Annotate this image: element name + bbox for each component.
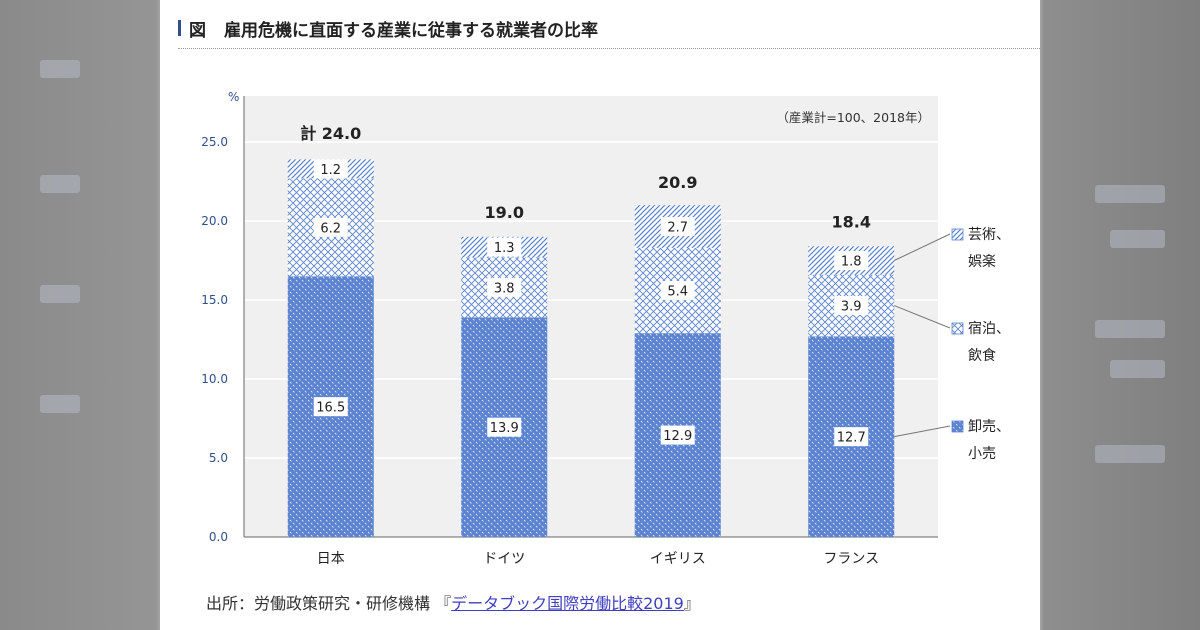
- y-axis-unit: %: [228, 90, 239, 104]
- legend-label: 宿泊、: [968, 320, 1010, 337]
- data-label-bg: [834, 427, 869, 447]
- data-label: 2.7: [667, 221, 688, 236]
- data-label: 5.4: [667, 285, 688, 300]
- legend-swatch: [951, 322, 964, 335]
- background-blur-right: [1110, 230, 1165, 248]
- legend-label: 卸売、: [968, 419, 1010, 435]
- y-tick-label: 10.0: [201, 372, 228, 386]
- figure-label: 図: [189, 20, 206, 41]
- data-label-bg: [660, 281, 695, 301]
- data-label-bg: [834, 296, 869, 316]
- background-blur-left: [40, 175, 80, 193]
- source-close-bracket: 』: [683, 594, 700, 613]
- total-label: 20.9: [658, 173, 697, 192]
- data-label: 6.2: [320, 221, 341, 236]
- data-label: 12.9: [663, 429, 692, 444]
- source-note: 出所：労働政策研究・研修機構 『データブック国際労働比較2019』: [206, 590, 700, 614]
- data-label: 3.8: [494, 281, 515, 296]
- data-label: 13.9: [490, 421, 519, 436]
- figure-title-text: 雇用危機に直面する産業に従事する就業者の比率: [224, 20, 598, 41]
- legend-swatch: [951, 420, 964, 433]
- background-blur-left: [40, 395, 80, 413]
- y-tick-label: 25.0: [201, 135, 228, 149]
- background-blur-right: [1095, 445, 1165, 463]
- legend-leader-line: [894, 305, 951, 329]
- chart-note: （産業計=100、2018年）: [776, 110, 930, 125]
- legend-label: 芸術、: [968, 227, 1010, 243]
- data-label: 1.8: [841, 255, 862, 270]
- figure-panel: 図 雇用危機に直面する産業に従事する就業者の比率 0.0 5.0 10.0 15.0 2…: [160, 0, 1040, 630]
- y-tick-label: 0.0: [209, 530, 228, 544]
- legend-leader-line: [894, 233, 951, 261]
- background-blur-right: [1095, 185, 1165, 203]
- total-label: 18.4: [832, 212, 871, 231]
- x-category-label: イギリス: [650, 551, 706, 567]
- data-label-bg: [313, 159, 348, 179]
- source-prefix: 出所：労働政策研究・研修機構: [206, 594, 431, 613]
- background-blur-left: [40, 285, 80, 303]
- x-category-label: ドイツ: [483, 551, 525, 567]
- legend-label: 小売: [968, 446, 996, 462]
- data-label-bg: [487, 417, 522, 437]
- data-label-bg: [660, 217, 695, 237]
- data-label: 12.7: [837, 431, 866, 446]
- legend-label: 娯楽: [968, 254, 996, 270]
- total-label: 19.0: [485, 203, 524, 222]
- background-blur-right: [1095, 320, 1165, 338]
- background-blur-left: [40, 60, 80, 78]
- data-label-bg: [487, 237, 522, 257]
- source-link[interactable]: データブック国際労働比較2019: [451, 594, 684, 613]
- data-label-bg: [660, 425, 695, 445]
- data-label: 1.2: [320, 163, 341, 178]
- background-blur-right: [1110, 360, 1165, 378]
- data-label: 1.3: [494, 241, 515, 256]
- data-label: 3.9: [841, 300, 862, 315]
- figure-title: 図 雇用危機に直面する産業に従事する就業者の比率: [178, 16, 598, 41]
- x-category-label: 日本: [317, 551, 345, 567]
- title-divider: [178, 48, 1040, 49]
- legend-swatch: [951, 228, 964, 241]
- data-label-bg: [487, 277, 522, 297]
- data-labels: 16.5 6.2 1.2 計 24.0 日本 13.9 3.8 1.3 19.0 ドイツ 12.9 5…: [300, 124, 879, 567]
- data-label-bg: [313, 397, 348, 417]
- source-open-bracket: 『: [435, 594, 452, 613]
- legend-leader-line: [894, 425, 951, 438]
- data-label-bg: [834, 251, 869, 270]
- data-label: 16.5: [316, 401, 345, 416]
- total-label: 計 24.0: [300, 124, 361, 143]
- x-category-label: フランス: [823, 551, 879, 567]
- y-tick-label: 20.0: [201, 214, 228, 228]
- legend-label: 飲食: [968, 347, 996, 364]
- title-accent-bar: [178, 20, 181, 36]
- data-label-bg: [313, 217, 348, 237]
- y-tick-label: 5.0: [209, 451, 228, 465]
- y-tick-label: 15.0: [201, 293, 228, 307]
- stacked-bar-chart: 0.0 5.0 10.0 15.0 20.0 25.0 16.5 6.2 1.2 計 24.0 日…: [201, 90, 1010, 567]
